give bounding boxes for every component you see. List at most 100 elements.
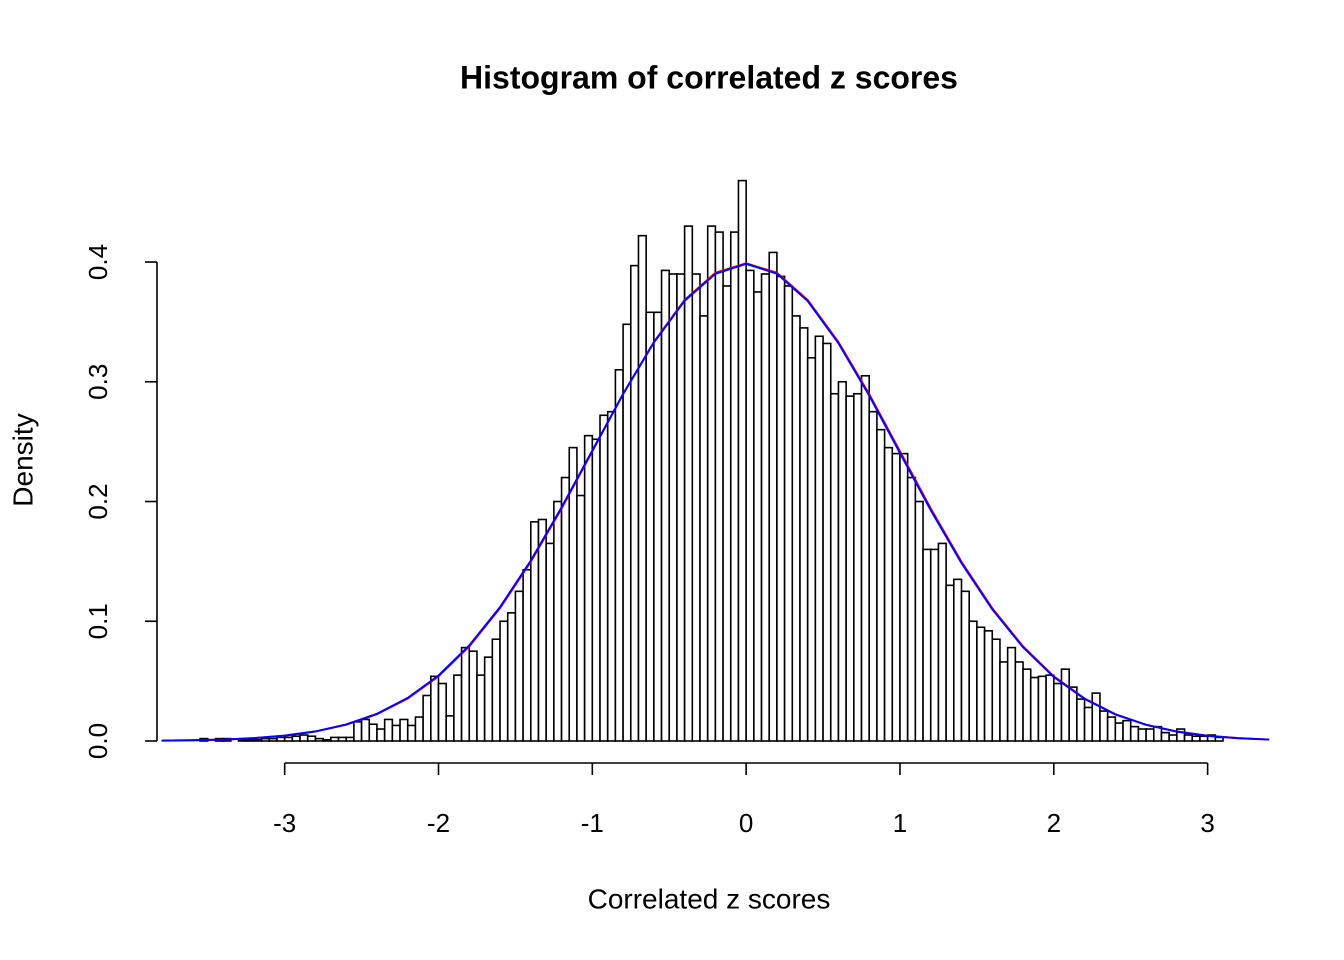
bar [514, 590, 524, 742]
bar [1183, 734, 1194, 742]
bar [645, 311, 655, 742]
bar [591, 438, 601, 742]
bar [353, 721, 363, 742]
bar [383, 718, 394, 742]
bar [1083, 706, 1094, 742]
bar [576, 494, 586, 742]
bar [868, 410, 878, 742]
x-tick-label: 2 [1047, 808, 1061, 838]
bar [460, 646, 471, 742]
bar [660, 269, 671, 742]
bar [376, 728, 386, 742]
y-tick-label: 0.4 [83, 244, 113, 280]
x-tick-label: -3 [273, 808, 296, 838]
bar [283, 736, 294, 742]
bar [806, 357, 817, 742]
bar [799, 327, 809, 742]
bar [776, 275, 786, 742]
bar [1052, 682, 1063, 742]
bar [876, 428, 886, 742]
bar [322, 739, 332, 742]
bar [791, 315, 801, 742]
density-curve [161, 262, 1270, 742]
bar [783, 285, 794, 742]
bar [1114, 722, 1124, 742]
bar [276, 736, 286, 742]
bar [1168, 734, 1178, 742]
bar [676, 273, 686, 742]
bar [614, 368, 624, 742]
bar [1037, 675, 1047, 742]
bar [1006, 646, 1017, 742]
bar [991, 638, 1001, 742]
bar [1022, 668, 1032, 742]
bar [583, 434, 594, 742]
bar [1122, 719, 1132, 742]
bar [691, 273, 701, 742]
bar [391, 724, 401, 742]
bar [299, 734, 309, 742]
bar [1145, 728, 1155, 742]
bar [237, 739, 248, 742]
bar [760, 273, 771, 742]
bar [445, 715, 455, 742]
bar [983, 630, 994, 742]
bar [714, 231, 724, 742]
bar [406, 724, 417, 742]
bar [268, 737, 278, 742]
bar [560, 476, 571, 742]
bar [1129, 725, 1140, 742]
bar [891, 452, 901, 742]
x-tick-label: -2 [427, 808, 450, 838]
bar [360, 718, 371, 742]
bar [753, 291, 763, 742]
bar [1045, 674, 1055, 742]
bar [368, 723, 378, 742]
bar [653, 311, 663, 742]
bar [1014, 661, 1024, 742]
bar [422, 694, 432, 742]
bar [522, 568, 532, 742]
bar [1106, 716, 1117, 742]
bar [1191, 735, 1201, 742]
bar [637, 234, 647, 742]
x-tick-label: 0 [739, 808, 753, 838]
x-tick-label: -1 [581, 808, 604, 838]
bar [968, 620, 978, 742]
x-axis-label: Correlated z scores [588, 883, 831, 914]
x-tick-label: 3 [1200, 808, 1214, 838]
bar [260, 737, 271, 742]
bar [853, 392, 863, 742]
bar [430, 675, 440, 742]
bar [599, 414, 609, 742]
bar [491, 638, 501, 742]
bar [722, 285, 732, 742]
bar [306, 735, 317, 742]
y-axis-label: Density [7, 413, 38, 506]
y-tick-label: 0.1 [83, 603, 113, 639]
bar [629, 264, 640, 742]
bar [330, 736, 340, 742]
bar [1199, 735, 1209, 742]
bar [914, 500, 924, 742]
bar [845, 395, 855, 742]
bar [829, 392, 840, 742]
bar [483, 656, 494, 742]
bar [1137, 728, 1147, 742]
bar [468, 650, 478, 742]
y-tick-label: 0.2 [83, 483, 113, 519]
bar [899, 452, 909, 742]
bar [537, 518, 547, 742]
bar [860, 374, 871, 742]
bar [453, 674, 463, 742]
bar [699, 315, 709, 742]
bar [1099, 710, 1109, 742]
y-tick-label: 0.3 [83, 364, 113, 400]
bar [814, 335, 824, 742]
bar [1060, 668, 1070, 742]
bar [291, 735, 301, 742]
bar [922, 548, 932, 742]
bar [337, 736, 348, 742]
